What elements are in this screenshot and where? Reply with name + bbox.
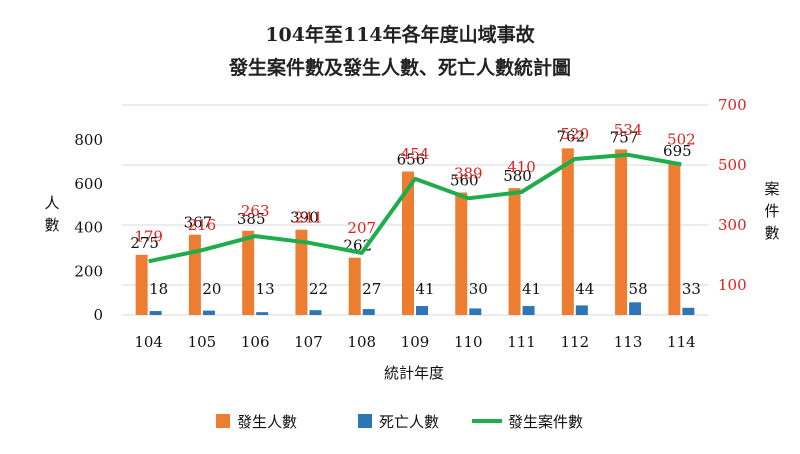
data-label-deaths: 30 <box>469 280 488 298</box>
data-label-deaths: 44 <box>575 280 594 298</box>
right-tick-label: 300 <box>718 216 747 234</box>
data-label-cases: 389 <box>454 164 483 182</box>
data-label-cases: 410 <box>507 158 536 176</box>
y-axis-title-right-char: 案 <box>764 180 779 198</box>
left-tick-label: 600 <box>74 175 103 193</box>
left-tick-label: 800 <box>74 131 103 149</box>
data-label-deaths: 22 <box>309 280 328 298</box>
data-label-deaths: 58 <box>629 280 648 298</box>
data-label-cases: 534 <box>614 121 643 139</box>
data-label-occurrence-people: 367 <box>184 214 213 232</box>
bar-deaths <box>256 312 269 315</box>
data-label-occurrence-people: 656 <box>397 151 426 169</box>
legend-swatch-occurrence-people <box>216 414 230 428</box>
data-label-occurrence-people: 560 <box>450 172 479 190</box>
data-label-deaths: 13 <box>256 280 275 298</box>
bar-deaths <box>149 311 162 315</box>
data-label-occurrence-people: 580 <box>503 167 532 185</box>
data-label-deaths: 41 <box>415 280 434 298</box>
data-label-occurrence-people: 757 <box>610 128 639 146</box>
legend-swatch-deaths <box>358 414 372 428</box>
bar-occurrence-people <box>402 171 414 315</box>
chart-title-line-1: 104年至114年各年度山域事故 <box>265 23 535 46</box>
data-label-cases: 207 <box>347 219 376 237</box>
bar-deaths <box>362 309 375 315</box>
data-label-cases: 241 <box>294 209 323 227</box>
data-label-deaths: 33 <box>682 280 701 298</box>
bar-occurrence-people <box>188 234 201 315</box>
line-cases <box>148 152 682 264</box>
bar-occurrence-people <box>561 148 574 315</box>
bar-deaths <box>682 307 695 315</box>
right-axis-ticks: 100 300 500 700 <box>718 96 747 294</box>
bar-occurrence-people <box>615 149 628 315</box>
bar-occurrence-people <box>508 188 521 315</box>
x-tick-label: 105 <box>188 333 217 351</box>
data-label-deaths: 41 <box>522 280 541 298</box>
bar-series: 2751836720385133902226227656415603058041… <box>130 127 701 315</box>
line-series: 179 216 263 241 207 454 389 410 520 534 502 <box>134 121 696 264</box>
data-label-deaths: 27 <box>362 280 381 298</box>
data-label-cases: 179 <box>134 227 163 245</box>
bar-occurrence-people <box>295 229 308 315</box>
data-label-occurrence-people: 385 <box>237 210 266 228</box>
bar-occurrence-people <box>668 162 681 315</box>
x-tick-label: 114 <box>667 333 696 351</box>
data-label-occurrence-people: 695 <box>663 142 692 160</box>
legend-label-deaths: 死亡人數 <box>379 413 439 431</box>
legend-label-occurrence-people: 發生人數 <box>237 413 297 431</box>
bar-deaths <box>522 306 535 315</box>
chart-title-line-2: 發生案件數及發生人數、死亡人數統計圖 <box>228 56 571 79</box>
bar-deaths <box>629 302 642 315</box>
left-tick-label: 200 <box>74 262 103 280</box>
x-tick-label: 109 <box>401 333 430 351</box>
data-label-cases: 263 <box>241 202 270 220</box>
data-label-deaths: 18 <box>149 280 168 298</box>
bar-deaths <box>202 310 215 315</box>
x-tick-label: 111 <box>507 333 536 351</box>
data-label-occurrence-people: 390 <box>290 209 319 227</box>
data-label-cases: 216 <box>188 216 217 234</box>
data-label-occurrence-people: 762 <box>556 127 585 145</box>
x-tick-label: 110 <box>454 333 483 351</box>
bar-deaths <box>416 306 428 315</box>
bar-deaths <box>469 308 482 315</box>
data-label-deaths: 20 <box>202 280 221 298</box>
data-label-occurrence-people: 275 <box>130 234 159 252</box>
x-tick-label: 107 <box>294 333 323 351</box>
right-tick-label: 100 <box>718 276 747 294</box>
bar-occurrence-people <box>348 257 361 315</box>
x-axis-title: 統計年度 <box>384 364 444 382</box>
data-label-cases: 502 <box>667 130 696 148</box>
bar-occurrence-people <box>135 254 148 315</box>
bar-deaths <box>309 310 322 315</box>
gridlines <box>122 104 708 316</box>
y-axis-title-left-char: 數 <box>44 216 59 234</box>
x-tick-label: 106 <box>241 333 270 351</box>
right-tick-label: 700 <box>718 96 747 114</box>
x-tick-label: 113 <box>614 333 643 351</box>
y-axis-title-left-char: 人 <box>44 194 59 212</box>
left-tick-label: 400 <box>74 219 103 237</box>
x-tick-label: 108 <box>347 333 376 351</box>
bar-occurrence-people <box>455 192 468 315</box>
bar-deaths <box>575 305 588 315</box>
y-axis-title-right-char: 數 <box>764 224 779 242</box>
y-axis-title-right-char: 件 <box>764 202 779 220</box>
legend-label-cases: 發生案件數 <box>508 413 583 431</box>
x-axis-ticks: 104 105 106 107 108 109 110 111 112 113 114 <box>134 333 695 351</box>
x-tick-label: 104 <box>134 333 163 351</box>
data-label-cases: 454 <box>401 145 430 163</box>
x-tick-label: 112 <box>560 333 589 351</box>
right-tick-label: 500 <box>718 156 747 174</box>
legend: 發生人數 死亡人數 發生案件數 <box>216 413 583 431</box>
data-label-cases: 520 <box>560 125 589 143</box>
left-axis-ticks: 0 200 400 600 800 <box>74 131 103 324</box>
bar-occurrence-people <box>242 230 255 315</box>
left-tick-label: 0 <box>93 306 103 324</box>
